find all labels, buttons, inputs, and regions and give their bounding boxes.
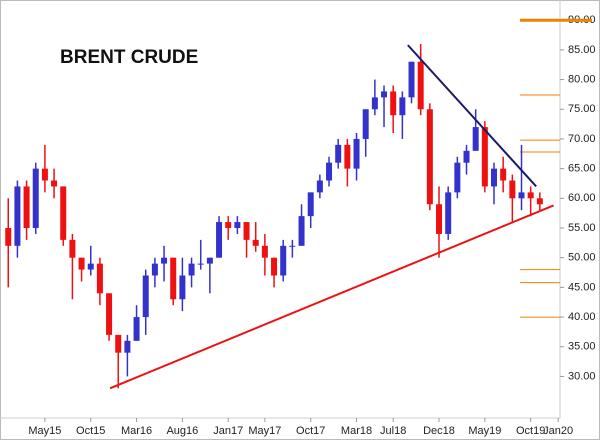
candle-body (454, 162, 461, 193)
y-tick-label: 50.00 (568, 252, 596, 264)
candle-body (216, 222, 223, 258)
candle-body (271, 257, 278, 276)
candle-body (417, 61, 424, 110)
candle-body (170, 257, 177, 300)
candle-body (87, 263, 94, 270)
x-tick-label: Jan20 (543, 425, 573, 437)
y-tick-label: 65.00 (568, 163, 596, 175)
y-tick-label: 35.00 (568, 341, 596, 353)
candle-body (472, 127, 479, 151)
x-tick-label: Jul18 (380, 425, 406, 437)
candle-body (390, 91, 397, 116)
candle-body (133, 317, 140, 341)
candle-body (445, 192, 452, 234)
x-tick-label: Aug16 (166, 425, 198, 437)
candle-body (179, 275, 186, 300)
x-tick-label: Mar18 (341, 425, 372, 437)
candle-body (78, 257, 85, 270)
candle-body (142, 275, 149, 318)
chart-title: BRENT CRUDE (60, 47, 198, 68)
candle-body (32, 168, 39, 228)
candle-body (252, 239, 259, 246)
candle-body (289, 245, 296, 247)
y-tick-label: 85.00 (568, 44, 596, 56)
candle-body (481, 127, 488, 187)
x-tick-label: May15 (28, 425, 61, 437)
candle-body (426, 109, 433, 205)
candle-body (353, 138, 360, 169)
candle-body (115, 334, 122, 353)
candle-body (509, 180, 516, 199)
candle-body (124, 340, 131, 353)
candle-body (60, 186, 67, 240)
x-tick-label: May17 (248, 425, 281, 437)
candle-body (436, 204, 443, 234)
y-tick-label: 40.00 (568, 311, 596, 323)
candle-body (188, 263, 195, 276)
candle-body (161, 257, 168, 264)
candle-body (381, 91, 388, 98)
trendline (407, 44, 537, 188)
x-tick-label: Oct15 (76, 425, 105, 437)
candle-body (96, 263, 103, 294)
candle-body (23, 186, 30, 228)
candle-body (5, 228, 12, 246)
candle-body (197, 263, 204, 265)
candle-body (41, 168, 48, 181)
candle-body (316, 180, 323, 193)
y-tick-label: 60.00 (568, 192, 596, 204)
y-tick-label: 45.00 (568, 281, 596, 293)
candle-body (491, 168, 498, 187)
candle-body (500, 168, 507, 181)
candle-body (527, 192, 534, 199)
candle-body (371, 97, 378, 110)
trendline (109, 204, 554, 390)
candle-body (399, 97, 406, 116)
candle-body (225, 222, 232, 228)
candle-body (298, 216, 305, 246)
candle-body (307, 192, 314, 217)
candle-body (234, 222, 241, 228)
candle-body (261, 245, 268, 258)
candle-body (106, 293, 113, 335)
x-tick-label: Jan17 (213, 425, 243, 437)
candle-body (518, 192, 525, 199)
candle-body (14, 186, 21, 246)
candle-body (463, 150, 470, 163)
candle-body (362, 109, 369, 139)
x-tick-label: Oct17 (296, 425, 325, 437)
candle-body (51, 180, 58, 187)
y-tick-label: 30.00 (568, 370, 596, 382)
candle-body (408, 61, 415, 98)
candle-body (69, 239, 76, 258)
candle-body (243, 222, 250, 240)
x-tick-label: Dec18 (423, 425, 455, 437)
candle-body (280, 245, 287, 276)
y-tick-label: 70.00 (568, 133, 596, 145)
x-tick-label: Oct19 (516, 425, 545, 437)
candle-body (151, 263, 158, 276)
y-tick-label: 80.00 (568, 73, 596, 85)
candle-body (536, 198, 543, 205)
candle-body (206, 257, 213, 264)
candle-body (335, 144, 342, 163)
y-tick-label: 55.00 (568, 222, 596, 234)
candle-body (326, 162, 333, 181)
candle-body (344, 144, 351, 169)
y-tick-label: 75.00 (568, 103, 596, 115)
x-tick-label: Mar16 (121, 425, 152, 437)
x-tick-label: May19 (468, 425, 501, 437)
